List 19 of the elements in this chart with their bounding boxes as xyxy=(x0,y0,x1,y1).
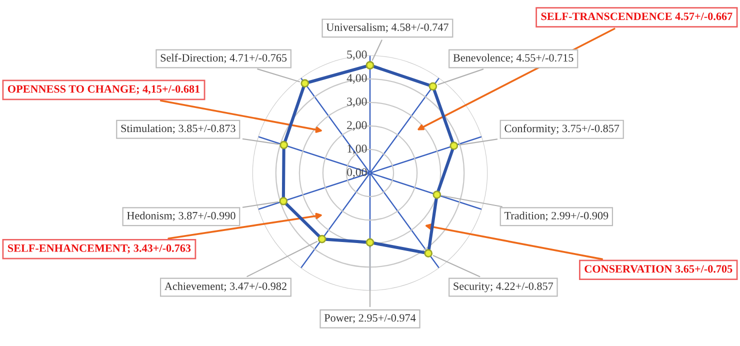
y-tick-label: 4,00 xyxy=(346,74,367,84)
y-tick-label: 2,00 xyxy=(347,121,367,131)
spoke-label: Tradition; 2.99+/-0.909 xyxy=(504,212,608,222)
y-tick-label: 5,00 xyxy=(347,50,367,60)
spoke-label: Power; 2.95+/-0.974 xyxy=(324,314,416,324)
spoke-label: Self-Direction; 4.71+/-0.765 xyxy=(160,54,287,64)
text: SELF-ENHANCEMENT; 3.43+/-0.763 xyxy=(8,244,191,254)
text: OPENNESS TO CHANGE; 4,15+/-0.681 xyxy=(8,85,200,94)
y-tick-label: 3,00 xyxy=(347,98,367,108)
spoke-label: Conformity; 3.75+/-0.857 xyxy=(504,124,620,134)
y-tick-label: 0,00 xyxy=(347,168,367,178)
text: SELF-TRANSCENDENCE 4.57+/-0.667 xyxy=(541,12,732,20)
spoke-label: Achievement; 3.47+/-0.982 xyxy=(164,282,286,292)
text: CONSERVATION 3.65+/-0.705 xyxy=(584,265,732,273)
spoke-label: Universalism; 4.58+/-0.747 xyxy=(326,23,448,33)
spoke-label: Stimulation; 3.85+/-0.873 xyxy=(121,124,236,134)
spoke-label: Hedonism; 3.87+/-0.990 xyxy=(127,212,236,222)
spoke-label: Benevolence; 4.55+/-0.715 xyxy=(453,54,574,64)
spoke-label: Security; 4.22+/-0.857 xyxy=(454,282,554,292)
